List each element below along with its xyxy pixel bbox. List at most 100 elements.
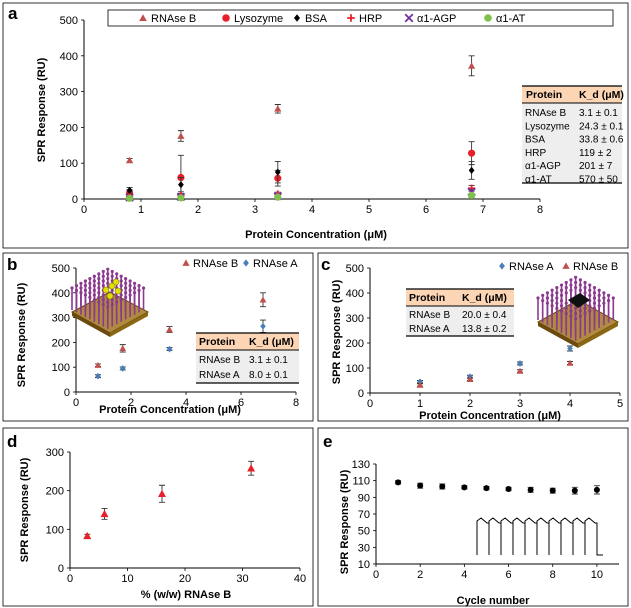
brush-tip [574, 275, 578, 279]
bound-protein [112, 278, 120, 286]
x-tick-label: 4 [461, 569, 467, 581]
brush-tip [574, 311, 578, 316]
brush-tip [588, 293, 592, 298]
brush-tip [597, 304, 601, 308]
data-point [395, 479, 402, 486]
brush-tip [115, 272, 119, 276]
x-tick-label: 6 [423, 204, 429, 216]
y-tick-label: 50 [358, 526, 370, 538]
brush-tip [101, 302, 105, 307]
legend-marker [243, 259, 249, 267]
legend-label: RNAse B [573, 261, 618, 273]
brush-tip [97, 281, 101, 285]
brush-tip [88, 276, 92, 281]
brush-tip [83, 284, 88, 288]
brush-tip [588, 304, 592, 308]
data-point [274, 193, 282, 201]
data-point [517, 360, 523, 367]
legend-marker [293, 14, 301, 22]
panel-letter-c: c [321, 255, 330, 274]
legend-label: HRP [359, 13, 382, 25]
brush-tip [101, 279, 105, 283]
brush-tip [132, 286, 137, 290]
x-tick-label: 8 [550, 569, 556, 581]
x-tick-label: 3 [252, 204, 258, 216]
brush-tip [555, 301, 559, 305]
brush-tip [588, 288, 592, 292]
brush-tip [569, 314, 573, 318]
y-tick-label: 0 [72, 194, 78, 206]
legend-label: RNAse B [193, 258, 238, 270]
x-tick-label: 2 [128, 397, 134, 409]
y-tick-label: 130 [352, 459, 370, 471]
brush-cavity [568, 293, 590, 308]
brush-tip [559, 293, 564, 298]
chart-d-ylabel: SPR Response (RU) [19, 457, 31, 562]
brush-tip [101, 274, 105, 278]
table-c-header-kd: K_d (μM) [462, 292, 507, 304]
brush-tip [132, 281, 137, 285]
brush-tip [110, 274, 114, 278]
table-b-header-kd: K_d (μM) [249, 336, 294, 348]
chart-c-illustration [536, 275, 620, 348]
brush-tip [606, 293, 611, 298]
brush-tip [559, 298, 564, 303]
data-point [468, 149, 476, 157]
brush-tip [110, 288, 114, 292]
chart-c-axes: 0 1 2 3 4 5 0 100 200 300 400 500 [346, 263, 623, 410]
table-cell-kd: 24.3 ± 0.1 [579, 121, 624, 132]
brush-tip [574, 280, 578, 285]
data-point [100, 509, 109, 518]
brush-tip [550, 304, 554, 308]
brush-tip [569, 309, 573, 313]
brush-tip [592, 306, 597, 310]
brush-tip [128, 284, 132, 288]
bound-protein [106, 292, 114, 300]
brush-tip [583, 311, 587, 316]
data-point [593, 486, 600, 493]
y-tick-label: 10 [358, 559, 370, 571]
brush-tip [592, 296, 597, 300]
brush-tip [578, 283, 582, 287]
brush-tip [110, 269, 114, 274]
x-tick-label: 4 [309, 204, 315, 216]
brush-tip [106, 281, 110, 285]
brush-tip [137, 284, 141, 288]
data-point [567, 345, 573, 352]
table-cell-protein: BSA [525, 135, 545, 146]
data-point [178, 181, 184, 189]
brush-tip [88, 281, 92, 285]
table-a-header-protein: Protein [526, 89, 562, 101]
x-tick-label: 0 [81, 204, 87, 216]
data-point [166, 326, 173, 333]
table-cell-protein: RNAse B [199, 355, 240, 366]
y-tick-label: 100 [60, 158, 78, 170]
data-point [439, 483, 446, 490]
brush-tip [106, 276, 110, 281]
legend-label: RNAse A [253, 258, 298, 270]
brush-tip [559, 309, 564, 313]
table-cell-kd: 201 ± 7 [579, 161, 613, 172]
brush-tip [128, 293, 132, 297]
y-tick-label: 0 [358, 388, 364, 400]
table-cell-protein: HRP [525, 148, 546, 159]
chart-c-xlabel: Protein Concentration (μM) [419, 410, 561, 422]
y-tick-label: 200 [60, 122, 78, 134]
brush-tip [141, 286, 146, 290]
brush-tip [119, 279, 123, 283]
bound-protein [108, 282, 116, 290]
brush-tip [569, 278, 573, 282]
x-tick-label: 10 [591, 569, 603, 581]
x-tick-label: 0 [67, 573, 73, 585]
brush-tip [101, 293, 105, 297]
brush-tip [574, 317, 578, 321]
y-tick-label: 0 [58, 563, 64, 575]
data-point [566, 359, 574, 366]
brush-tip [545, 301, 550, 305]
x-tick-label: 8 [537, 204, 543, 216]
brush-tip [569, 283, 573, 287]
y-tick-label: 300 [52, 313, 70, 325]
brush-tip [545, 291, 550, 295]
y-tick-label: 300 [60, 87, 78, 99]
